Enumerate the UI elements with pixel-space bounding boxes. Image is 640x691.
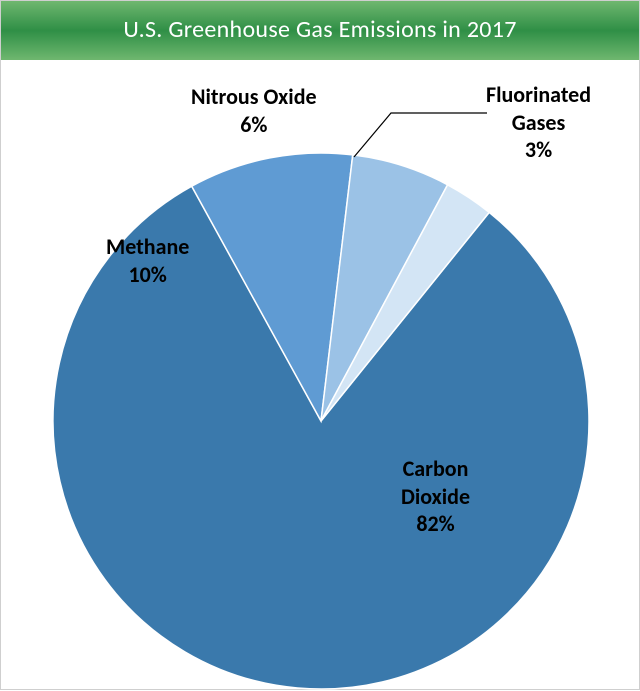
chart-container: U.S. Greenhouse Gas Emissions in 2017 Ca… bbox=[0, 0, 640, 690]
slice-label-fluorinated-gases: Fluorinated Gases 3% bbox=[486, 81, 591, 164]
leader-line bbox=[354, 113, 487, 157]
slice-label-nitrous-oxide: Nitrous Oxide 6% bbox=[191, 83, 317, 138]
slice-label-methane: Methane 10% bbox=[106, 233, 189, 288]
slice-label-carbon-dioxide: Carbon Dioxide 82% bbox=[401, 455, 470, 538]
pie-chart-wrap: Carbon Dioxide 82% Methane 10% Nitrous Oxi… bbox=[1, 63, 640, 691]
chart-title: U.S. Greenhouse Gas Emissions in 2017 bbox=[1, 1, 639, 60]
